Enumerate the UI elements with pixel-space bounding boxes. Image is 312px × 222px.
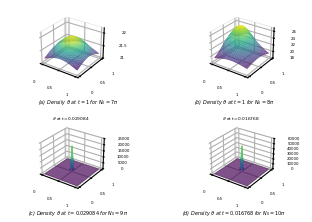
Text: (a) Density $\vartheta$ at $t = 1$ for $N_0 = 7\pi$: (a) Density $\vartheta$ at $t = 1$ for $… bbox=[38, 97, 118, 107]
Title: $\vartheta$ at t=0.016768: $\vartheta$ at t=0.016768 bbox=[222, 115, 260, 122]
Title: $\vartheta$ at t=0.029084: $\vartheta$ at t=0.029084 bbox=[52, 115, 90, 122]
Text: (b) Density $\vartheta$ at $t = 1$ for $N_0 = 8\pi$: (b) Density $\vartheta$ at $t = 1$ for $… bbox=[194, 97, 274, 107]
Text: (c) Density $\vartheta$ at $t = 0.029084$ for $N_0 = 9\pi$: (c) Density $\vartheta$ at $t = 0.029084… bbox=[28, 208, 128, 218]
Text: (d) Density $\vartheta$ at $t = 0.016768$ for $N_0 = 10\pi$: (d) Density $\vartheta$ at $t = 0.016768… bbox=[182, 208, 286, 218]
